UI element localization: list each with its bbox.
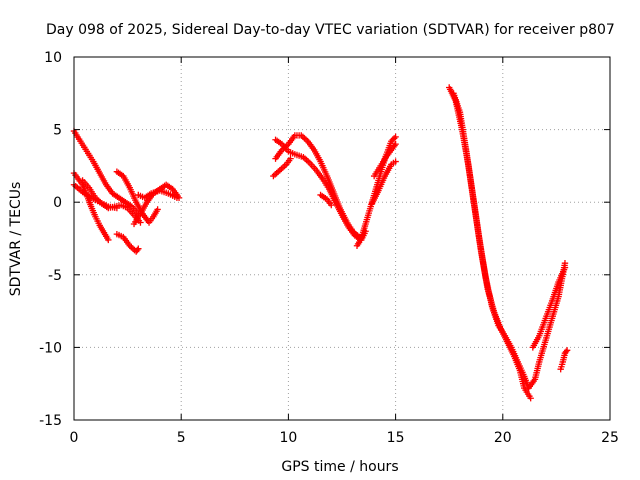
y-tick-label: 5 <box>53 123 62 139</box>
data-marks <box>70 84 571 402</box>
series-track-20 <box>557 347 571 373</box>
x-tick-label: 15 <box>387 430 405 446</box>
series-track-15 <box>370 140 399 180</box>
data-point <box>390 135 398 142</box>
series-track-1 <box>70 127 142 218</box>
data-point <box>135 245 142 252</box>
data-point <box>134 246 141 254</box>
data-point <box>392 133 399 141</box>
x-tick-label: 25 <box>601 430 619 446</box>
x-tick-label: 0 <box>70 430 79 446</box>
data-point <box>328 201 335 209</box>
y-tick-label: 10 <box>44 50 62 66</box>
data-point <box>562 348 570 355</box>
series-track-17 <box>450 90 532 392</box>
data-point <box>105 236 112 244</box>
x-axis: 0 5 10 15 20 25 <box>70 57 619 446</box>
data-point <box>563 347 571 354</box>
data-point <box>392 158 399 165</box>
y-axis-label: SDTVAR / TECUs <box>8 182 24 297</box>
data-point <box>388 138 395 145</box>
data-point <box>287 155 294 162</box>
data-point <box>154 206 161 213</box>
x-tick-label: 10 <box>279 430 297 446</box>
data-point <box>527 395 534 402</box>
plot-frame <box>73 56 611 421</box>
x-tick-label: 20 <box>494 430 512 446</box>
series-track-11 <box>270 155 294 180</box>
data-point <box>391 142 398 149</box>
y-tick-label: -5 <box>48 268 62 284</box>
series-track-16 <box>446 84 534 402</box>
grid <box>74 57 610 420</box>
series-track-9 <box>272 136 369 244</box>
y-axis: 10 5 0 -5 -10 -15 <box>39 50 610 429</box>
y-tick-label: -15 <box>39 413 62 429</box>
x-tick-label: 5 <box>177 430 186 446</box>
data-point <box>173 194 181 202</box>
series-track-6 <box>113 168 161 226</box>
series-track-8 <box>135 187 181 202</box>
chart-title: Day 098 of 2025, Sidereal Day-to-day VTE… <box>46 22 615 38</box>
y-tick-label: -10 <box>39 340 62 356</box>
series-track-10 <box>272 132 363 241</box>
series-track-19 <box>529 264 569 351</box>
series-track-14 <box>368 158 399 207</box>
data-point <box>561 264 569 271</box>
y-tick-label: 0 <box>53 195 62 211</box>
series-track-5 <box>113 230 142 255</box>
data-point <box>392 140 399 148</box>
series-track-12 <box>317 191 335 209</box>
data-point <box>389 136 396 143</box>
x-axis-label: GPS time / hours <box>281 459 398 475</box>
